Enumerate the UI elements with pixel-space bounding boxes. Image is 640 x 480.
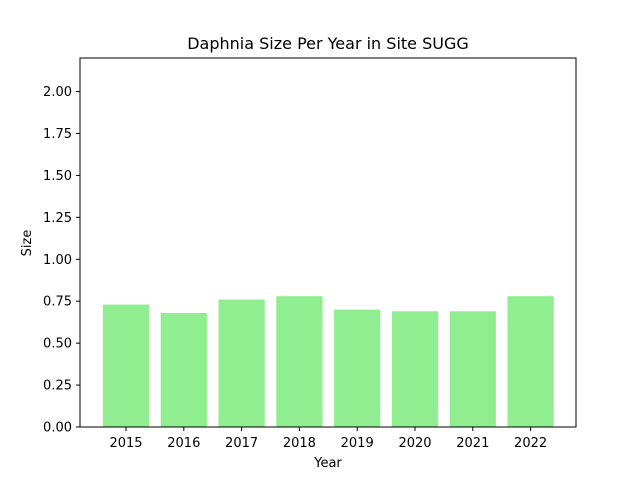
bar-2019 (334, 309, 381, 427)
x-tick-label: 2020 (398, 436, 431, 451)
x-tick-label: 2021 (456, 436, 489, 451)
y-tick-label: 1.00 (43, 253, 72, 268)
x-tick-label: 2019 (341, 436, 374, 451)
y-tick-label: 1.25 (43, 211, 72, 226)
bar-2021 (449, 311, 496, 427)
y-tick-label: 1.75 (43, 127, 72, 142)
x-tick-label: 2022 (514, 436, 547, 451)
x-tick-label: 2017 (225, 436, 258, 451)
y-axis-label: Size (20, 230, 35, 257)
bar-2018 (276, 296, 323, 427)
bar-2015 (102, 304, 150, 427)
bars-group (102, 296, 554, 427)
x-tick-label: 2015 (109, 436, 142, 451)
x-axis: 2015 2016 2017 2018 2019 2020 2021 2022 (109, 427, 547, 451)
x-tick-label: 2018 (283, 436, 316, 451)
y-tick-label: 1.50 (43, 169, 72, 184)
y-tick-label: 0.75 (43, 295, 72, 310)
chart-title: Daphnia Size Per Year in Site SUGG (187, 34, 469, 53)
y-tick-label: 2.00 (43, 85, 72, 100)
x-tick-label: 2016 (167, 436, 200, 451)
bar-2017 (218, 299, 265, 427)
bar-2022 (507, 296, 554, 427)
y-tick-label: 0.25 (43, 379, 72, 394)
y-tick-label: 0.50 (43, 337, 72, 352)
y-axis: 0.00 0.25 0.50 0.75 1.00 1.25 1.50 1.75 2.00 (43, 85, 80, 436)
x-axis-label: Year (313, 456, 342, 471)
bar-2016 (160, 312, 207, 427)
y-tick-label: 0.00 (43, 421, 72, 436)
plot-area-frame (79, 57, 577, 428)
bar-2020 (391, 311, 439, 427)
